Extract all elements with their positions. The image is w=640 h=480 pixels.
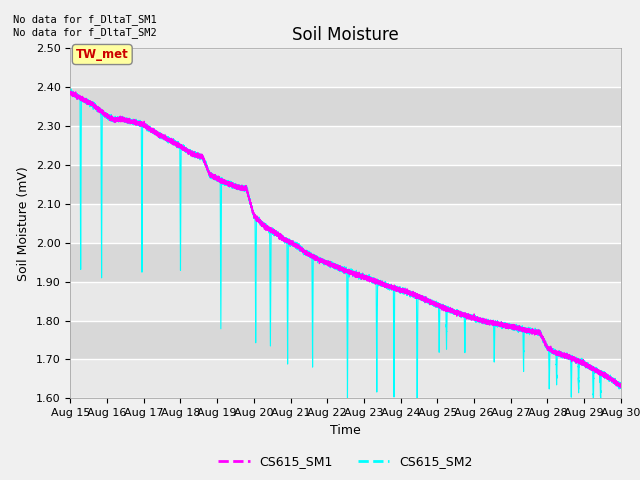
Bar xyxy=(70,165,621,204)
Title: Soil Moisture: Soil Moisture xyxy=(292,25,399,44)
Text: No data for f_DltaT_SM1
No data for f_DltaT_SM2: No data for f_DltaT_SM1 No data for f_Dl… xyxy=(13,14,157,38)
Bar xyxy=(70,204,621,243)
Bar xyxy=(70,126,621,165)
Bar xyxy=(70,282,621,321)
Y-axis label: Soil Moisture (mV): Soil Moisture (mV) xyxy=(17,166,30,281)
Text: TW_met: TW_met xyxy=(76,48,129,61)
Bar xyxy=(70,243,621,282)
Legend: CS615_SM1, CS615_SM2: CS615_SM1, CS615_SM2 xyxy=(214,450,477,473)
X-axis label: Time: Time xyxy=(330,424,361,437)
Bar xyxy=(70,321,621,360)
Bar xyxy=(70,48,621,87)
Bar xyxy=(70,87,621,126)
Bar xyxy=(70,360,621,398)
